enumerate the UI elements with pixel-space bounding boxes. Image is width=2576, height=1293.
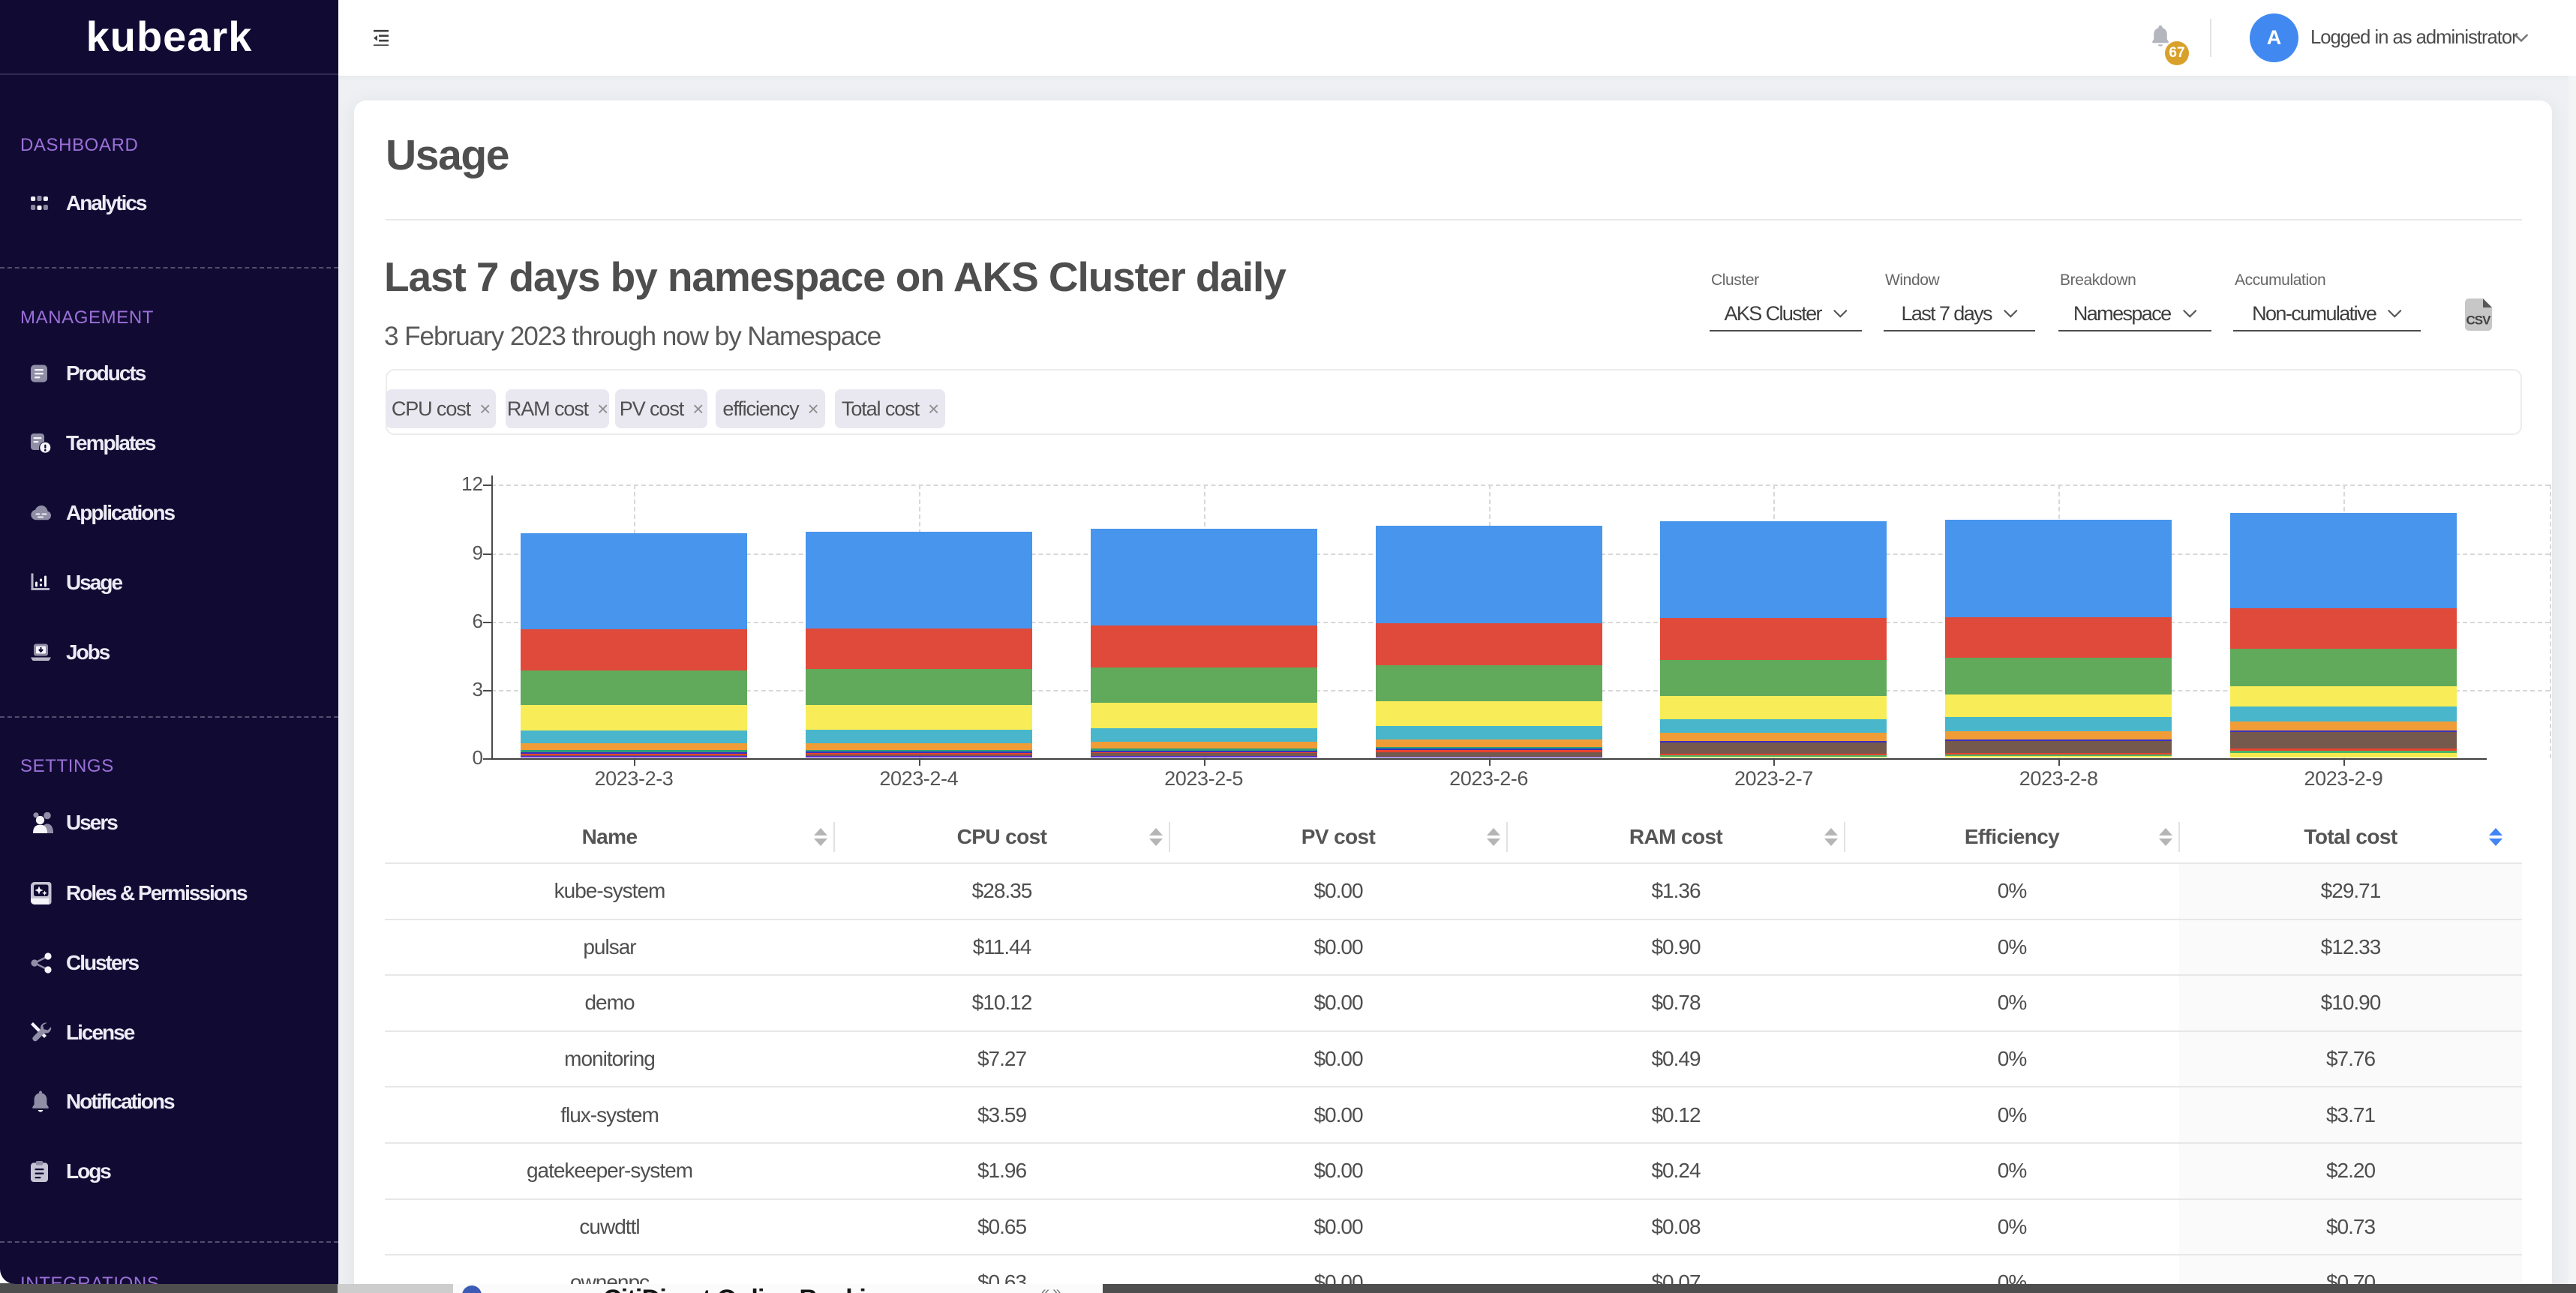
svg-text:CSV: CSV (2466, 314, 2492, 328)
